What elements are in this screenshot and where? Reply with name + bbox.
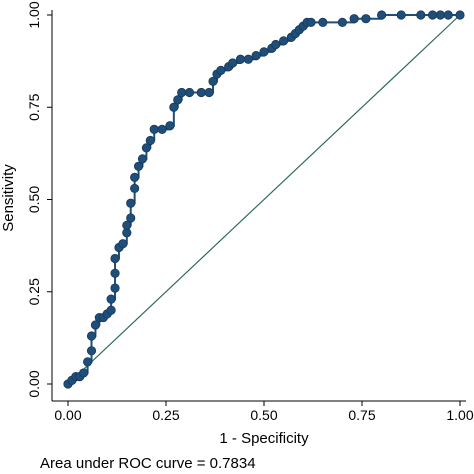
roc-point [165,121,175,131]
roc-point [306,17,316,27]
roc-point [177,87,187,98]
y-tick-label: 0.25 [26,278,42,305]
y-tick-label: 0.50 [26,186,42,213]
roc-point [106,294,116,304]
roc-point [271,39,281,50]
roc-point [204,87,214,98]
roc-point [90,320,101,330]
roc-point [86,346,97,356]
roc-point [361,14,371,24]
roc-point [110,253,120,264]
roc-point [83,357,93,367]
roc-point [79,368,89,378]
roc-point [435,10,445,20]
roc-point [427,10,438,20]
roc-point [169,102,179,112]
roc-point [376,10,387,20]
roc-point [455,10,465,20]
roc-point [110,268,120,278]
roc-point [126,213,136,223]
roc-point [106,305,116,315]
roc-point [243,54,253,64]
roc-point [278,36,289,46]
roc-point [259,47,269,57]
y-tick-label: 0.00 [26,370,42,397]
roc-point [130,183,140,194]
roc-point [130,172,140,182]
roc-point [216,65,226,75]
roc-point [110,283,120,293]
roc-point [157,124,167,134]
roc-point [251,50,261,61]
roc-point [86,331,97,341]
auc-note: Area under ROC curve = 0.7834 [40,455,256,472]
x-tick-label: 0.00 [54,407,81,423]
y-tick-label: 1.00 [26,1,42,28]
roc-point [208,76,218,87]
roc-point [318,17,328,27]
roc-point [416,10,426,20]
y-tick-label: 0.75 [26,93,42,120]
roc-point [145,135,155,146]
roc-point [133,161,144,171]
roc-point [184,87,195,98]
roc-point [349,14,359,24]
x-tick-label: 0.50 [250,407,277,423]
plot-area [63,10,465,389]
y-axis-title: Sensitivity [0,164,17,232]
roc-point [337,17,347,27]
x-axis-title: 1 - Specificity [219,430,309,447]
reference-line [67,14,461,385]
x-tick-label: 1.00 [446,407,473,423]
roc-point [137,154,148,164]
roc-point [173,95,183,105]
x-tick-label: 0.25 [152,407,179,423]
roc-point [126,198,136,208]
roc-point [196,87,206,98]
roc-point [122,220,132,230]
roc-point [149,124,159,134]
roc-point [228,58,238,68]
roc-point [118,239,128,249]
x-tick-label: 0.75 [348,407,375,423]
roc-point [141,143,151,153]
roc-point [443,10,453,20]
axes: 0.00 0.25 0.50 0.75 1.00 0.00 0.25 0.50 0.75 1.00 [26,1,474,423]
roc-point [235,54,246,64]
roc-point [396,10,406,20]
